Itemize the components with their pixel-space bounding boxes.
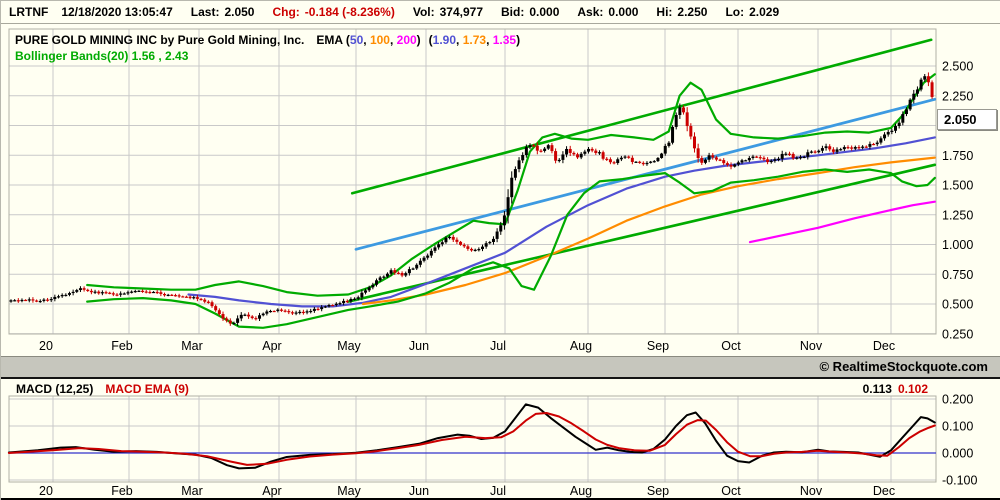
macd-last-value: 0.113 xyxy=(862,382,892,396)
svg-text:Aug: Aug xyxy=(570,339,592,353)
last-value: 2.050 xyxy=(224,5,255,19)
svg-text:0.200: 0.200 xyxy=(942,393,973,407)
ema-period-50: 50 xyxy=(349,33,364,47)
vol-value: 374,977 xyxy=(439,5,484,19)
svg-text:-0.100: -0.100 xyxy=(942,474,977,488)
ema-value-100: 1.73 xyxy=(462,33,487,47)
svg-text:May: May xyxy=(337,484,361,498)
svg-text:0.000: 0.000 xyxy=(942,447,973,461)
svg-text:Feb: Feb xyxy=(111,339,133,353)
bollinger-lower-line xyxy=(86,168,936,329)
macd-label: MACD (12,25) xyxy=(16,382,94,396)
bid-label: Bid: xyxy=(501,5,525,19)
svg-text:0.750: 0.750 xyxy=(942,268,973,282)
datetime: 12/18/2020 13:05:47 xyxy=(61,5,173,19)
svg-text:Apr: Apr xyxy=(262,484,281,498)
svg-text:20: 20 xyxy=(39,339,53,353)
svg-text:Dec: Dec xyxy=(873,484,895,498)
ema-period-100: 100 xyxy=(369,33,390,47)
support-trendline-blue xyxy=(354,97,937,251)
svg-text:Mar: Mar xyxy=(181,339,203,353)
ema200-line xyxy=(748,200,936,244)
ema-label: EMA ( xyxy=(316,33,350,47)
svg-text:1.000: 1.000 xyxy=(942,238,973,252)
price-gridlines xyxy=(9,29,936,335)
svg-text:2.250: 2.250 xyxy=(942,89,973,103)
lo-value: 2.029 xyxy=(749,5,780,19)
watermark-text: © RealtimeStockquote.com xyxy=(819,359,988,374)
legend-line-1: PURE GOLD MINING INC by Pure Gold Mining… xyxy=(15,33,521,47)
svg-text:Jun: Jun xyxy=(409,484,429,498)
bottom-border xyxy=(1,498,1000,500)
legend-line-2: Bollinger Bands(20) 1.56 , 2.43 xyxy=(15,48,520,64)
watermark-bar: © RealtimeStockquote.com xyxy=(1,356,1000,379)
ema-value-50: 1.90 xyxy=(432,33,457,47)
macd-axis-labels: 0.200 0.100 0.000 -0.100 xyxy=(942,393,977,488)
symbol: LRTNF xyxy=(9,5,49,19)
price-axis-labels: 2.500 2.250 1.750 1.500 1.250 1.000 0.750 0.500… xyxy=(942,60,973,342)
svg-text:Mar: Mar xyxy=(181,484,203,498)
lo-label: Lo: xyxy=(725,5,745,19)
svg-text:May: May xyxy=(337,339,361,353)
trend-channel-lower-line xyxy=(346,163,937,303)
macd-chart-svg: 0.200 0.100 0.000 -0.100 20 Feb Mar Apr May Jun Ju… xyxy=(7,393,977,498)
svg-text:0.100: 0.100 xyxy=(942,420,973,434)
svg-text:0.500: 0.500 xyxy=(942,298,973,312)
svg-text:Apr: Apr xyxy=(262,339,281,353)
bollinger-label: Bollinger Bands(20) 1.56 , 2.43 xyxy=(15,49,189,63)
ask-label: Ask: xyxy=(577,5,604,19)
macd-signal-line xyxy=(7,412,936,466)
macd-last-values: 0.113 0.102 xyxy=(863,382,928,396)
svg-text:1.250: 1.250 xyxy=(942,208,973,222)
last-label: Last: xyxy=(190,5,220,19)
svg-text:Jul: Jul xyxy=(490,484,506,498)
macd-gridlines xyxy=(9,396,936,482)
ema-value-200: 1.35 xyxy=(492,33,517,47)
hi-label: Hi: xyxy=(656,5,673,19)
ema50-line xyxy=(187,136,936,308)
chart-title: PURE GOLD MINING INC by Pure Gold Mining… xyxy=(15,33,305,47)
svg-text:1.750: 1.750 xyxy=(942,149,973,163)
trend-channel-upper-line xyxy=(350,38,933,195)
candles xyxy=(9,72,934,326)
svg-text:0.250: 0.250 xyxy=(942,327,973,341)
svg-text:Oct: Oct xyxy=(721,339,741,353)
bollinger-upper-line xyxy=(86,73,936,297)
svg-text:Jun: Jun xyxy=(409,339,429,353)
time-axis-labels: 20 Feb Mar Apr May Jun Jul Aug Sep Oct Nov Dec xyxy=(39,339,895,353)
vol-label: Vol: xyxy=(412,5,435,19)
svg-text:Oct: Oct xyxy=(721,484,741,498)
svg-text:Dec: Dec xyxy=(873,339,895,353)
svg-text:Feb: Feb xyxy=(111,484,133,498)
macd-ema-label: MACD EMA (9) xyxy=(105,382,189,396)
svg-text:1.500: 1.500 xyxy=(942,179,973,193)
svg-text:Jul: Jul xyxy=(490,339,506,353)
last-price-badge: 2.050 xyxy=(937,109,997,130)
svg-text:20: 20 xyxy=(39,484,53,498)
svg-text:Aug: Aug xyxy=(570,484,592,498)
svg-text:2.500: 2.500 xyxy=(942,60,973,74)
price-chart-svg: 2.500 2.250 1.750 1.500 1.250 1.000 0.750 0.500… xyxy=(8,28,973,353)
chg-label: Chg: xyxy=(272,5,300,19)
ema-period-200: 200 xyxy=(396,33,417,47)
chg-value: -0.184 (-8.236%) xyxy=(304,5,395,19)
macd-line xyxy=(7,403,936,470)
hi-value: 2.250 xyxy=(677,5,708,19)
svg-text:Sep: Sep xyxy=(647,339,669,353)
quote-bar: LRTNF 12/18/2020 13:05:47 Last: 2.050 Chg: -0… xyxy=(1,1,1000,24)
svg-text:Nov: Nov xyxy=(800,339,823,353)
bid-value: 0.000 xyxy=(529,5,560,19)
macd-signal-last-value: 0.102 xyxy=(897,382,928,396)
svg-text:Sep: Sep xyxy=(647,484,669,498)
svg-text:Nov: Nov xyxy=(800,484,823,498)
macd-header: MACD (12,25) MACD EMA (9) xyxy=(16,382,189,396)
ask-value: 0.000 xyxy=(608,5,639,19)
macd-time-axis-labels: 20 Feb Mar Apr May Jun Jul Aug Sep Oct Nov Dec xyxy=(39,484,895,498)
chart-legend: PURE GOLD MINING INC by Pure Gold Mining… xyxy=(15,32,520,64)
